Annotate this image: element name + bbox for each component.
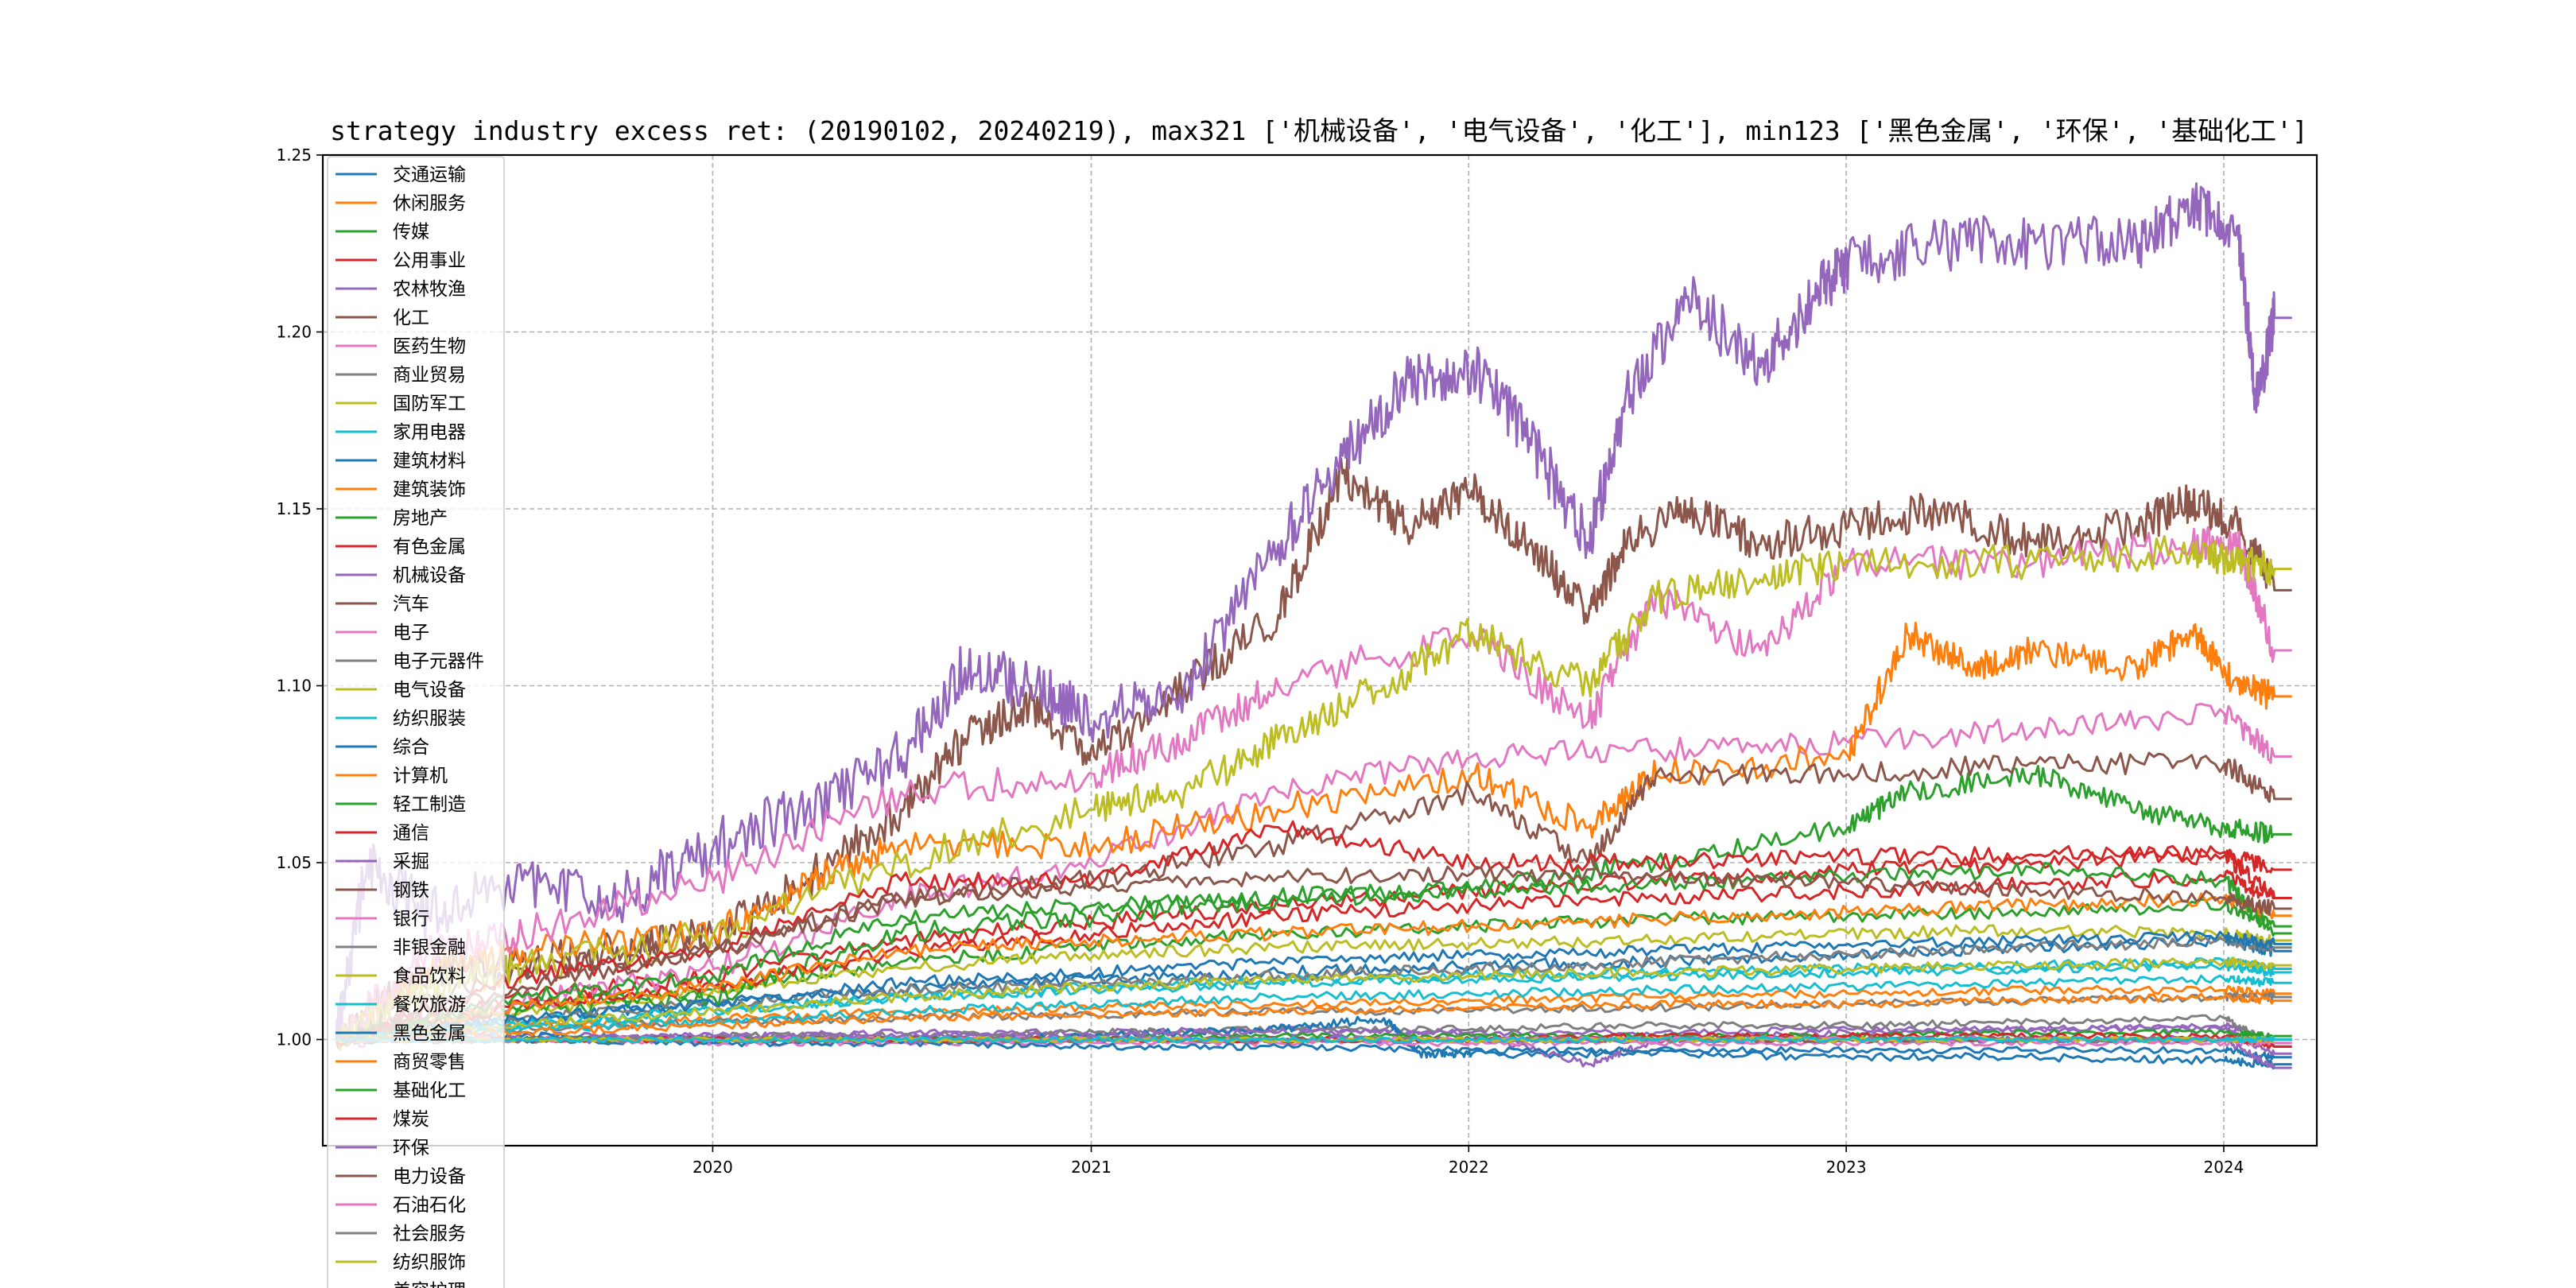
legend-label: 商贸零售 — [393, 1052, 466, 1073]
legend-label: 汽车 — [393, 594, 429, 615]
legend-label: 电子 — [393, 623, 429, 643]
y-tick-label: 1.25 — [276, 145, 312, 165]
series-line — [335, 182, 2292, 1040]
x-tick-label: 2023 — [1826, 1158, 1867, 1177]
y-tick-label: 1.10 — [276, 677, 312, 696]
legend-label: 采掘 — [393, 852, 429, 872]
series-line — [336, 1035, 2292, 1061]
series-line — [335, 974, 2292, 1042]
legend-label: 钢铁 — [393, 880, 429, 901]
legend-label: 化工 — [393, 308, 429, 328]
legend-label: 银行 — [393, 909, 429, 929]
legend-label: 建筑装饰 — [393, 479, 466, 500]
series-line — [336, 892, 2292, 1044]
series-line — [336, 1035, 2292, 1044]
legend-label: 有色金属 — [393, 537, 466, 557]
series-line — [336, 956, 2292, 1044]
chart-title: strategy industry excess ret: (20190102,… — [330, 115, 2308, 146]
y-tick-label: 1.20 — [276, 323, 312, 342]
legend-label: 医药生物 — [393, 336, 466, 357]
legend-label: 环保 — [393, 1138, 429, 1158]
series-line — [335, 820, 2292, 1046]
legend-label: 商业贸易 — [393, 365, 466, 386]
legend-label: 家用电器 — [393, 422, 466, 443]
series-line — [335, 924, 2292, 1045]
legend-label: 计算机 — [393, 766, 448, 786]
series-lines — [335, 182, 2292, 1070]
y-tick-label: 1.05 — [276, 853, 312, 872]
legend-label: 休闲服务 — [393, 193, 466, 214]
legend-label: 建筑材料 — [393, 451, 466, 471]
legend-label: 基础化工 — [393, 1080, 466, 1101]
series-line — [335, 862, 2292, 1042]
legend-label: 公用事业 — [393, 250, 466, 271]
legend-label: 煤炭 — [393, 1109, 429, 1130]
legend-label: 电子元器件 — [393, 651, 484, 672]
legend-label: 传媒 — [393, 222, 429, 242]
x-tick-label: 2024 — [2203, 1158, 2244, 1177]
series-line — [336, 535, 2292, 1052]
axes: 1.00 1.05 1.10 1.15 1.20 1.25 2020 2021 2022 2023… — [276, 145, 2244, 1177]
legend-label: 纺织服装 — [393, 708, 466, 729]
x-tick-label: 2020 — [692, 1158, 733, 1177]
legend-label: 轻工制造 — [393, 794, 466, 815]
legend-label: 机械设备 — [393, 565, 466, 586]
plot-frame — [321, 153, 2318, 1147]
series-line — [335, 457, 2292, 1049]
x-tick-label: 2022 — [1449, 1158, 1489, 1177]
legend-label: 黑色金属 — [393, 1023, 466, 1044]
series-line — [336, 865, 2292, 1041]
legend-label: 石油石化 — [393, 1195, 466, 1216]
legend-label: 交通运输 — [393, 165, 466, 185]
legend-label: 美容护理 — [393, 1281, 466, 1288]
legend-label: 非银金融 — [393, 937, 466, 958]
legend-label: 通信 — [393, 823, 429, 844]
legend-label: 综合 — [393, 737, 429, 758]
legend-label: 餐饮旅游 — [393, 995, 466, 1015]
x-tick-label: 2021 — [1071, 1158, 1111, 1177]
y-tick-label: 1.00 — [276, 1030, 312, 1049]
y-tick-label: 1.15 — [276, 499, 312, 518]
series-line — [336, 984, 2292, 1043]
legend-label: 电气设备 — [393, 680, 466, 700]
legend-label: 食品饮料 — [393, 966, 466, 987]
series-line — [336, 930, 2292, 1044]
legend-label: 社会服务 — [393, 1224, 466, 1244]
legend-label: 国防军工 — [393, 394, 466, 414]
series-line — [335, 869, 2292, 1046]
legend-label: 房地产 — [393, 508, 448, 529]
legend-label: 电力设备 — [393, 1166, 466, 1187]
series-line — [336, 992, 2292, 1045]
series-line — [335, 898, 2292, 1047]
legend-label: 农林牧渔 — [393, 279, 466, 300]
legend-label: 纺织服饰 — [393, 1252, 466, 1273]
legend: 交通运输休闲服务传媒公用事业农林牧渔化工医药生物商业贸易国防军工家用电器建筑材料… — [327, 156, 505, 1288]
